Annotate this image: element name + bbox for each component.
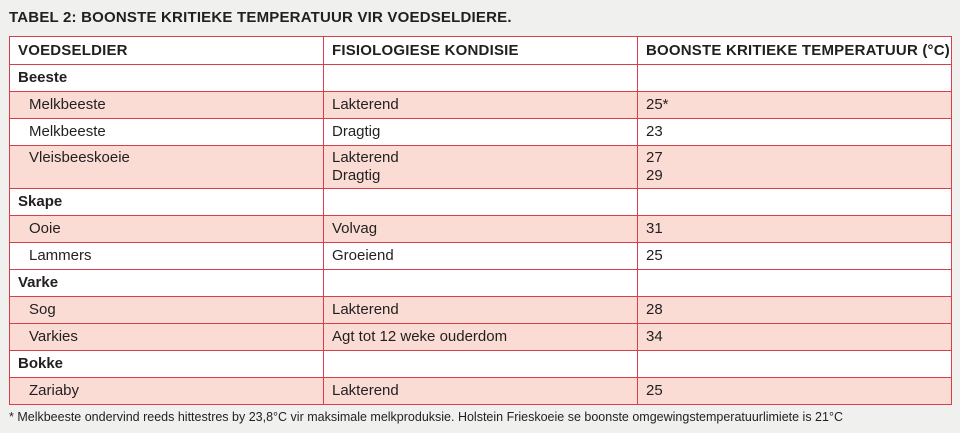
header-animal: VOEDSELDIER — [9, 36, 324, 65]
footnote: * Melkbeeste ondervind reeds hittestres … — [9, 410, 843, 424]
table-row: Vleisbeeskoeie Lakterend Dragtig 27 29 — [9, 145, 952, 189]
animal-cell: Varkies — [9, 323, 324, 351]
condition-text: Dragtig — [332, 123, 381, 140]
empty-cell — [637, 64, 952, 92]
group-row: Beeste — [9, 64, 952, 92]
animal-cell: Melkbeeste — [9, 91, 324, 119]
condition-text: Lakterend — [332, 382, 399, 399]
empty-cell — [637, 269, 952, 297]
group-name: Beeste — [9, 64, 324, 92]
temperature-text: 25 — [646, 247, 663, 264]
condition-cell: Dragtig — [323, 118, 638, 146]
temperature-text: 31 — [646, 220, 663, 237]
condition-cell: Lakterend — [323, 91, 638, 119]
condition-cell: Lakterend — [323, 377, 638, 405]
header-row: VOEDSELDIER FISIOLOGIESE KONDISIE BOONST… — [9, 36, 952, 65]
condition-text: Lakterend — [332, 96, 399, 113]
animal-cell: Ooie — [9, 215, 324, 243]
condition-cell: Lakterend Dragtig — [323, 145, 638, 189]
condition-text: Dragtig — [332, 167, 381, 184]
temperature-cell: 25 — [637, 242, 952, 270]
animal-cell: Sog — [9, 296, 324, 324]
group-row: Bokke — [9, 350, 952, 378]
condition-text: Groeiend — [332, 247, 394, 264]
group-row: Skape — [9, 188, 952, 216]
condition-text: Volvag — [332, 220, 378, 237]
condition-cell: Agt tot 12 weke ouderdom — [323, 323, 638, 351]
group-name: Varke — [9, 269, 324, 297]
empty-cell — [637, 188, 952, 216]
condition-cell: Groeiend — [323, 242, 638, 270]
table-row: Sog Lakterend 28 — [9, 296, 952, 324]
temperature-text: 25 — [646, 382, 663, 399]
temperature-cell: 28 — [637, 296, 952, 324]
temperature-text: 28 — [646, 301, 663, 318]
temperature-cell: 25 — [637, 377, 952, 405]
empty-cell — [323, 350, 638, 378]
group-row: Varke — [9, 269, 952, 297]
temperature-text: 34 — [646, 328, 663, 345]
table-title: TABEL 2: BOONSTE KRITIEKE TEMPERATUUR VI… — [9, 9, 512, 26]
condition-cell: Volvag — [323, 215, 638, 243]
temperature-cell: 23 — [637, 118, 952, 146]
temperature-cell: 25* — [637, 91, 952, 119]
condition-text: Lakterend — [332, 149, 399, 166]
temperature-text: 27 — [646, 149, 663, 166]
group-name: Bokke — [9, 350, 324, 378]
empty-cell — [323, 269, 638, 297]
table-row: Varkies Agt tot 12 weke ouderdom 34 — [9, 323, 952, 351]
empty-cell — [323, 188, 638, 216]
animal-cell: Melkbeeste — [9, 118, 324, 146]
animal-cell: Lammers — [9, 242, 324, 270]
animal-cell: Vleisbeeskoeie — [9, 145, 324, 189]
header-condition: FISIOLOGIESE KONDISIE — [323, 36, 638, 65]
condition-cell: Lakterend — [323, 296, 638, 324]
temperature-cell: 31 — [637, 215, 952, 243]
table-row: Zariaby Lakterend 25 — [9, 377, 952, 405]
group-name: Skape — [9, 188, 324, 216]
temperature-text: 29 — [646, 167, 663, 184]
table-row: Lammers Groeiend 25 — [9, 242, 952, 270]
temperature-text: 23 — [646, 123, 663, 140]
header-temperature: BOONSTE KRITIEKE TEMPERATUUR (°C) — [637, 36, 952, 65]
temperature-table: VOEDSELDIER FISIOLOGIESE KONDISIE BOONST… — [9, 36, 952, 405]
temperature-cell: 34 — [637, 323, 952, 351]
table-row: Ooie Volvag 31 — [9, 215, 952, 243]
temperature-cell: 27 29 — [637, 145, 952, 189]
table-row: Melkbeeste Dragtig 23 — [9, 118, 952, 146]
condition-text: Agt tot 12 weke ouderdom — [332, 328, 508, 345]
table-row: Melkbeeste Lakterend 25* — [9, 91, 952, 119]
animal-cell: Zariaby — [9, 377, 324, 405]
temperature-text: 25* — [646, 96, 669, 113]
empty-cell — [323, 64, 638, 92]
empty-cell — [637, 350, 952, 378]
condition-text: Lakterend — [332, 301, 399, 318]
table-body: Beeste Melkbeeste Lakterend 25* Melkbees… — [9, 64, 952, 405]
